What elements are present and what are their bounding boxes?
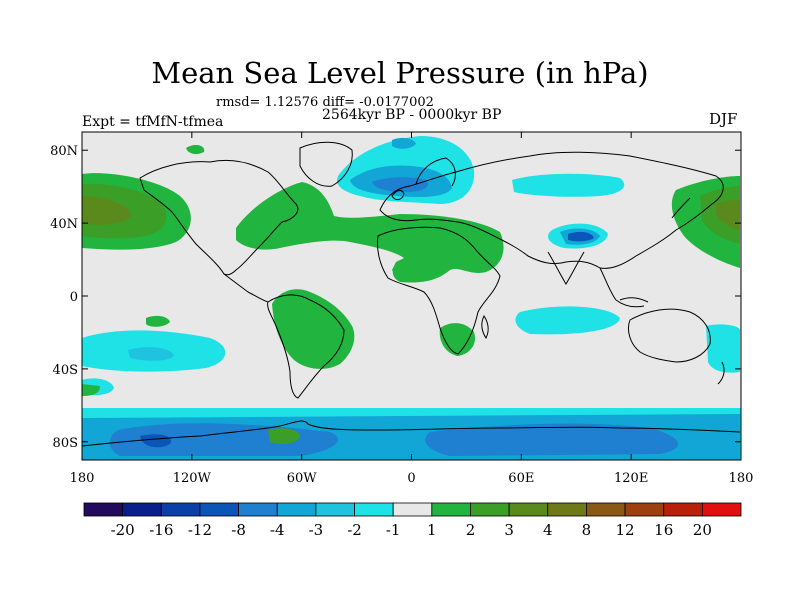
south-pacific-low-core <box>128 347 174 361</box>
colorbar-label: -16 <box>149 521 173 539</box>
x-tick-label: 120W <box>173 471 212 486</box>
japan-coast <box>671 197 691 219</box>
west-africa-high-patch <box>392 259 411 276</box>
colorbar-swatch <box>276 502 317 517</box>
colorbar-label: 12 <box>616 521 635 539</box>
map-title: Mean Sea Level Pressure (in hPa) <box>151 56 649 90</box>
colorbar-label: 2 <box>466 521 476 539</box>
x-tick-label: 60W <box>287 471 318 486</box>
central-asia-low <box>512 173 625 197</box>
colorbar-label: -1 <box>386 521 401 539</box>
atlantic-africa-high <box>236 182 504 283</box>
colorbar-swatch <box>586 502 626 517</box>
southern-africa-high <box>439 323 476 356</box>
x-tick-label: 180 <box>729 471 754 486</box>
antarctic-low-east <box>425 423 679 456</box>
antarctic-deep-low <box>140 434 171 448</box>
eurasia-coast <box>379 151 724 269</box>
coastlines <box>82 141 741 447</box>
colorbar-label: -12 <box>188 521 212 539</box>
x-tick-label: 120E <box>614 471 648 486</box>
africa-coast <box>377 226 501 355</box>
colorbar-label: 3 <box>504 521 514 539</box>
map-plot-area <box>82 132 741 460</box>
indian-ocean-low <box>515 306 620 335</box>
colorbar-label: 8 <box>582 521 592 539</box>
colorbar-swatch <box>83 502 124 517</box>
antarctica-coast <box>82 420 741 447</box>
north-atlantic-low-core <box>372 177 428 192</box>
north-america-coast <box>139 159 299 276</box>
colorbar-label: -3 <box>309 521 324 539</box>
indonesia-coast <box>619 297 649 303</box>
australia-coast <box>627 308 711 363</box>
british-isles-coast <box>391 189 405 201</box>
tibet-low-core <box>568 231 594 242</box>
colorbar-label: 1 <box>427 521 437 539</box>
colorbar-label: -2 <box>347 521 362 539</box>
experiment-label: Expt = tfMfN-tfmea <box>82 114 224 130</box>
antarctic-green-patch <box>268 428 300 444</box>
colorbar-swatch <box>508 502 549 517</box>
arctic-green-patch <box>186 145 205 155</box>
new-zealand-coast <box>717 361 725 385</box>
colorbar-swatch <box>122 502 162 517</box>
colorbar-swatch <box>547 502 587 517</box>
season-label: DJF <box>709 110 738 128</box>
colorbar-label: -20 <box>111 521 135 539</box>
pacific-green-small <box>146 315 170 327</box>
colorbar-swatch <box>470 502 510 517</box>
x-tick-label: 60E <box>508 471 534 486</box>
y-tick-label: 80S <box>53 436 78 451</box>
madagascar-coast <box>481 315 489 339</box>
arctic-low-patch <box>392 137 416 149</box>
axis-ticks: 80N 40N 0 40S 80S 180 120W 60W 0 60E 120E 180 <box>50 132 753 486</box>
colorbar-label: 20 <box>693 521 712 539</box>
colorbar-swatch <box>315 502 355 517</box>
colorbar-label: -4 <box>270 521 285 539</box>
colorbar-swatch <box>160 502 201 517</box>
x-tick-label: 180 <box>70 471 95 486</box>
colorbar-swatch <box>392 502 433 517</box>
east-pacific-low <box>706 324 740 373</box>
north-pacific-high-core <box>82 196 132 225</box>
y-tick-label: 0 <box>70 290 78 305</box>
colorbar-swatch <box>238 502 278 517</box>
colorbar-label: 4 <box>543 521 553 539</box>
colorbar-swatch <box>431 502 471 517</box>
period-label: 2564kyr BP - 0000kyr BP <box>322 107 502 123</box>
colorbar-label: 16 <box>654 521 673 539</box>
x-tick-label: 0 <box>407 471 415 486</box>
y-tick-label: 40S <box>53 363 78 378</box>
colorbar-swatch <box>663 502 703 517</box>
central-america-coast <box>223 273 269 303</box>
india-coast <box>547 251 585 285</box>
scandinavia-coast <box>415 157 456 187</box>
y-tick-label: 40N <box>50 217 78 232</box>
west-pacific-high-core <box>716 200 740 230</box>
greenland-coast <box>299 141 353 187</box>
colorbar: -20 -16 -12 -8 -4 -3 -2 -1 1 2 3 4 8 12 16 20 <box>83 502 742 539</box>
south-america-coast <box>267 294 345 399</box>
y-tick-label: 80N <box>50 144 78 159</box>
se-asia-coast <box>599 267 645 308</box>
south-pacific-green <box>82 384 100 396</box>
stats-label: rmsd= 1.12576 diff= -0.0177002 <box>216 95 434 110</box>
colorbar-swatch <box>199 502 239 517</box>
colorbar-swatch <box>624 502 665 517</box>
south-america-high <box>272 289 355 369</box>
colorbar-swatch <box>354 502 394 517</box>
colorbar-label: -8 <box>231 521 246 539</box>
colorbar-swatch <box>701 502 742 517</box>
